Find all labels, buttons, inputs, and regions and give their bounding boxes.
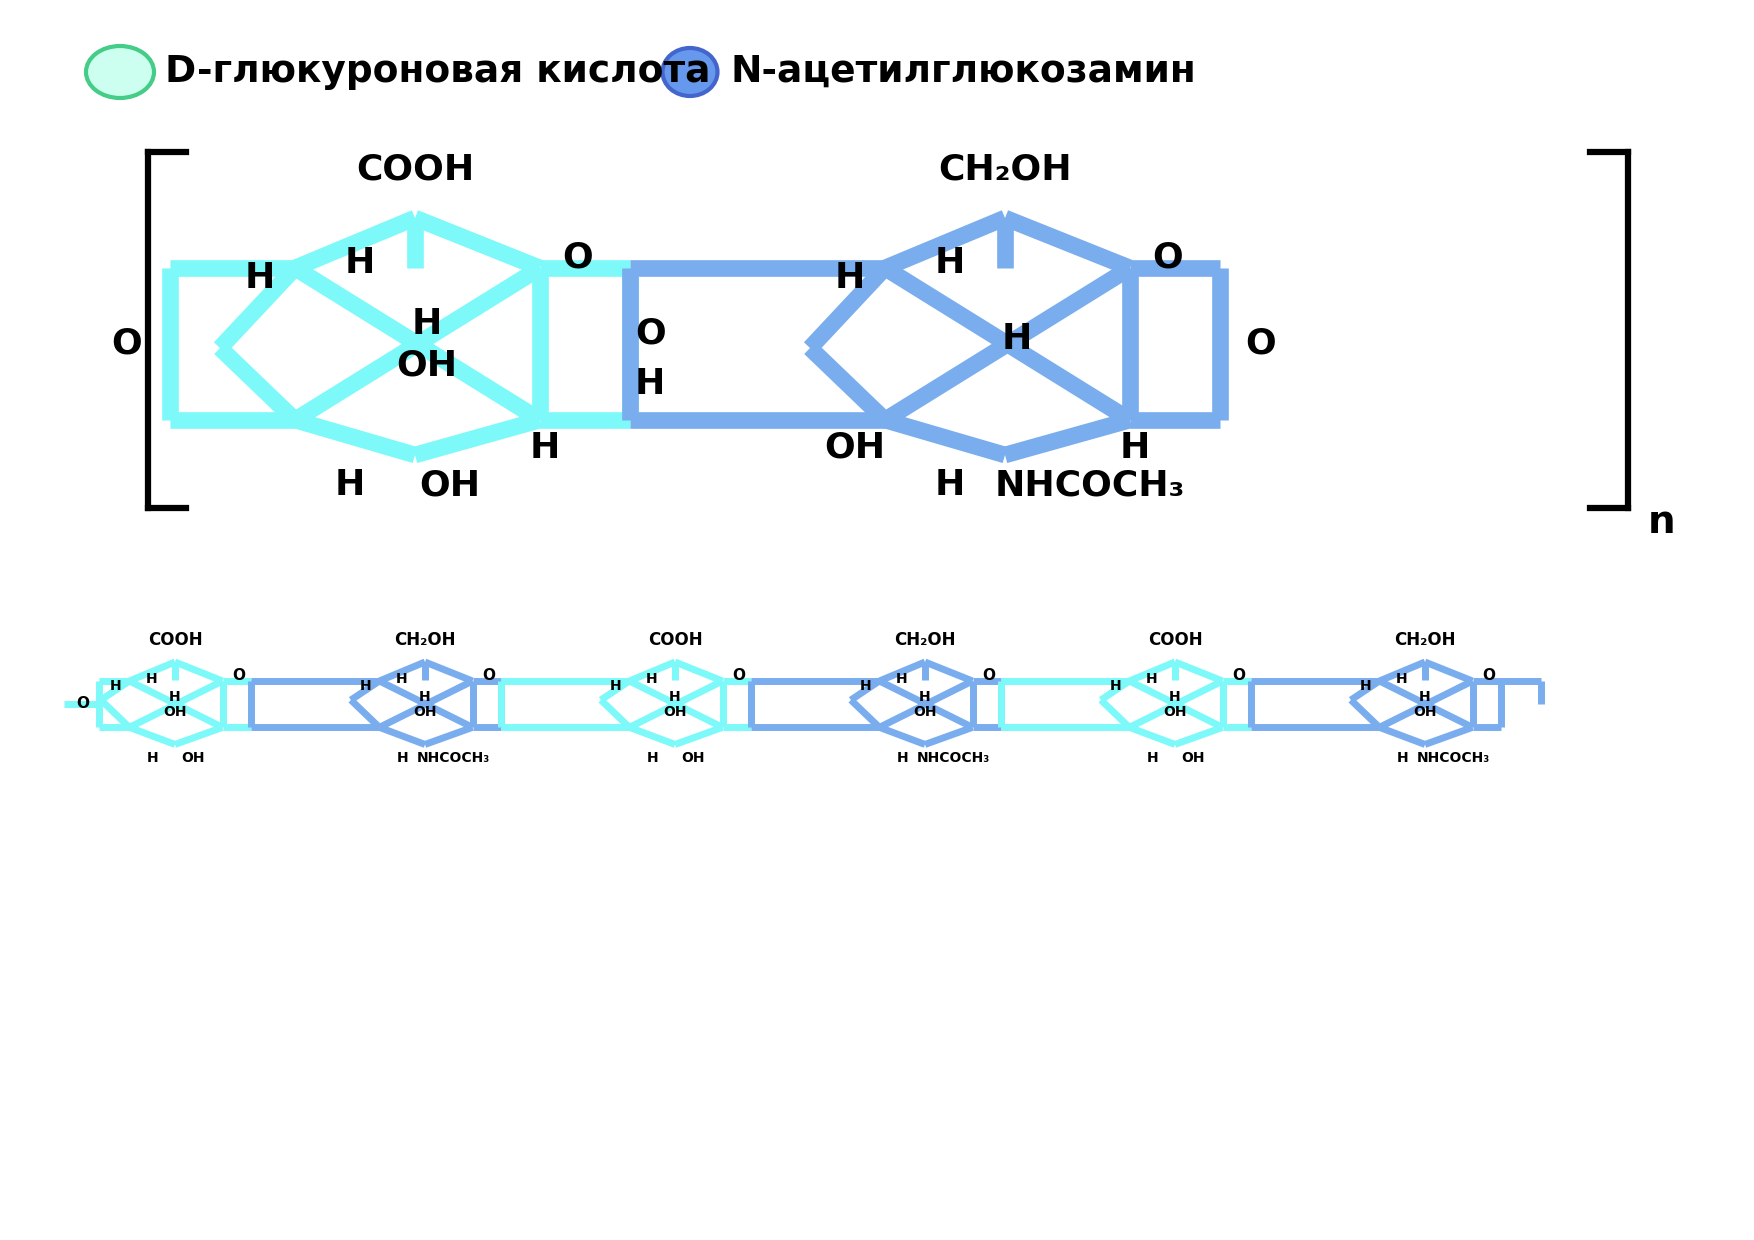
Text: H: H <box>1002 322 1031 356</box>
Text: CH₂OH: CH₂OH <box>395 631 456 649</box>
Text: H: H <box>335 467 365 502</box>
Ellipse shape <box>86 46 154 98</box>
Text: H: H <box>935 467 965 502</box>
Text: NHCOCH₃: NHCOCH₃ <box>1417 751 1489 765</box>
Text: OH: OH <box>419 467 481 502</box>
Text: COOH: COOH <box>147 631 202 649</box>
Text: O: O <box>1482 668 1496 683</box>
Text: H: H <box>898 751 909 765</box>
Text: H: H <box>1359 680 1372 693</box>
Text: H: H <box>1170 689 1180 704</box>
Text: O: O <box>233 668 246 683</box>
Text: H: H <box>412 308 442 341</box>
Text: O: O <box>1233 668 1245 683</box>
Text: H: H <box>396 672 409 686</box>
Text: H: H <box>146 672 158 686</box>
Text: n: n <box>1649 503 1675 541</box>
Text: NHCOCH₃: NHCOCH₃ <box>995 467 1186 502</box>
Text: OH: OH <box>824 432 886 465</box>
Text: H: H <box>647 751 660 765</box>
Text: O: O <box>561 241 593 275</box>
Text: H: H <box>1119 432 1151 465</box>
Text: H: H <box>1147 751 1159 765</box>
Text: OH: OH <box>396 348 458 383</box>
Text: OH: OH <box>663 706 688 719</box>
Text: N-ацетилглюкозамин: N-ацетилглюкозамин <box>730 55 1196 91</box>
Text: COOH: COOH <box>356 153 474 186</box>
Text: H: H <box>896 672 909 686</box>
Text: COOH: COOH <box>1147 631 1201 649</box>
Text: H: H <box>147 751 160 765</box>
Text: H: H <box>1110 680 1121 693</box>
Text: OH: OH <box>1414 706 1437 719</box>
Text: O: O <box>482 668 495 683</box>
Text: H: H <box>645 672 658 686</box>
Text: H: H <box>360 680 372 693</box>
Text: COOH: COOH <box>647 631 702 649</box>
Text: H: H <box>111 680 121 693</box>
Ellipse shape <box>663 48 717 95</box>
Text: CH₂OH: CH₂OH <box>1394 631 1456 649</box>
Text: H: H <box>396 751 409 765</box>
Text: OH: OH <box>1180 751 1205 765</box>
Text: H: H <box>1145 672 1158 686</box>
Text: OH: OH <box>181 751 205 765</box>
Text: H: H <box>670 689 681 704</box>
Text: OH: OH <box>914 706 937 719</box>
Text: H: H <box>1419 689 1431 704</box>
Text: O: O <box>1152 241 1182 275</box>
Text: H: H <box>935 246 965 280</box>
Text: H: H <box>835 260 865 295</box>
Text: H: H <box>419 689 431 704</box>
Text: NHCOCH₃: NHCOCH₃ <box>916 751 989 765</box>
Text: H: H <box>168 689 181 704</box>
Text: OH: OH <box>1163 706 1187 719</box>
Text: H: H <box>859 680 872 693</box>
Text: OH: OH <box>163 706 186 719</box>
Text: D-глюкуроновая кислота: D-глюкуроновая кислота <box>165 55 710 91</box>
Text: O: O <box>77 697 89 712</box>
Text: H: H <box>1396 672 1408 686</box>
Text: O: O <box>733 668 745 683</box>
Text: H: H <box>1398 751 1408 765</box>
Text: H: H <box>346 246 375 280</box>
Text: H: H <box>635 367 665 401</box>
Text: O: O <box>111 327 142 361</box>
Text: CH₂OH: CH₂OH <box>895 631 956 649</box>
Text: H: H <box>919 689 931 704</box>
Text: O: O <box>635 317 667 351</box>
Text: O: O <box>982 668 996 683</box>
Text: CH₂OH: CH₂OH <box>938 153 1072 186</box>
Text: OH: OH <box>414 706 437 719</box>
Text: NHCOCH₃: NHCOCH₃ <box>416 751 489 765</box>
Text: O: O <box>1245 327 1275 361</box>
Text: H: H <box>530 432 560 465</box>
Text: H: H <box>244 260 275 295</box>
Text: H: H <box>610 680 621 693</box>
Text: OH: OH <box>681 751 705 765</box>
